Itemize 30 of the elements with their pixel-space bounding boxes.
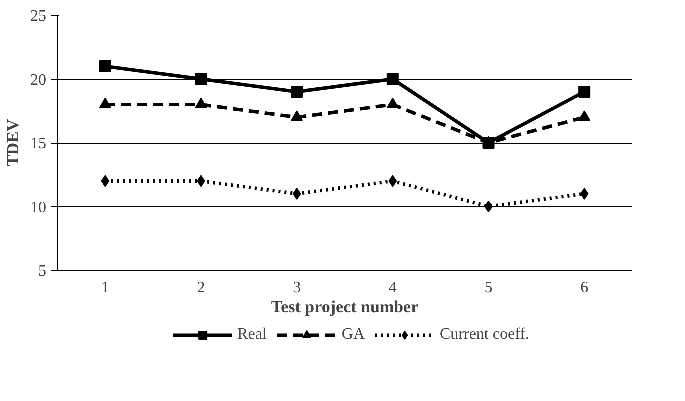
point: [99, 98, 112, 108]
point: [291, 110, 304, 122]
point: [578, 110, 591, 122]
x-tick-label: 5: [484, 280, 493, 296]
point: [101, 175, 110, 188]
legend-label: Real: [238, 326, 267, 344]
point: [580, 188, 589, 200]
y-tick-label: 25: [30, 8, 46, 25]
point: [291, 86, 304, 98]
legend-label: Current coeff.: [440, 326, 530, 344]
point: [388, 175, 398, 188]
x-tick-label: 4: [388, 280, 397, 296]
y-axis-title: TDEV: [4, 118, 22, 167]
x-tick-label: 2: [197, 280, 206, 296]
y-tick-label: 10: [30, 199, 46, 216]
point: [292, 188, 302, 200]
y-tick-label: 20: [30, 72, 46, 89]
point: [195, 73, 208, 86]
legend-label: GA: [342, 326, 365, 344]
x-tick-label: 1: [101, 280, 110, 296]
x-tick-label: 3: [293, 280, 302, 296]
point: [195, 98, 208, 108]
x-axis-title: Test project number: [271, 298, 420, 316]
x-tick-label: 6: [580, 280, 589, 296]
point: [386, 73, 399, 86]
point: [578, 86, 591, 98]
y-tick-label: 15: [30, 136, 46, 152]
y-tick-label: 5: [38, 263, 46, 280]
point: [99, 60, 112, 72]
point: [386, 98, 399, 108]
